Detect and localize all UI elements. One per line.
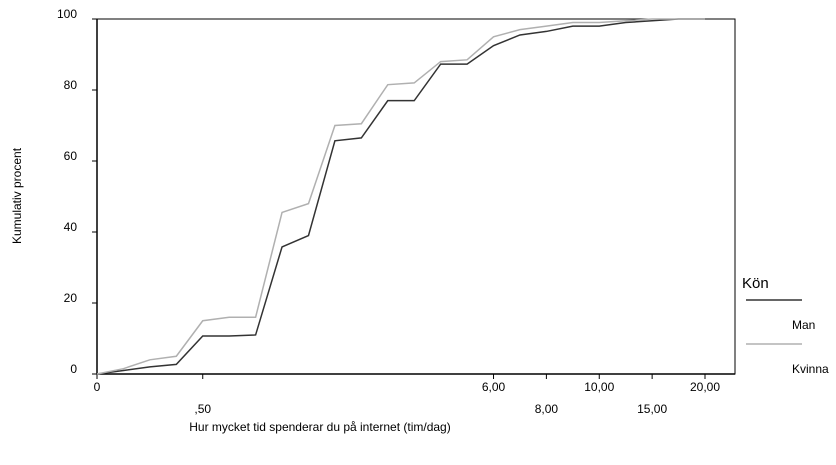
x-tick-label: 20,00 bbox=[690, 380, 720, 394]
y-tick-label: 60 bbox=[64, 149, 78, 163]
legend-title: Kön bbox=[742, 275, 769, 292]
y-tick-label: 40 bbox=[64, 220, 78, 234]
x-tick-label: 0 bbox=[94, 380, 101, 394]
x-tick-label: ,50 bbox=[194, 402, 211, 416]
series-line bbox=[96, 18, 705, 375]
x-axis-label: Hur mycket tid spenderar du på internet … bbox=[189, 420, 450, 434]
legend-label: Kvinna bbox=[792, 362, 829, 376]
x-tick-label: 6,00 bbox=[482, 380, 506, 394]
y-tick-label: 0 bbox=[70, 362, 77, 376]
x-tick-label: 15,00 bbox=[637, 402, 667, 416]
y-tick-label: 100 bbox=[57, 7, 77, 21]
y-tick-label: 20 bbox=[64, 291, 78, 305]
y-axis-label: Kumulativ procent bbox=[10, 147, 24, 244]
legend-label: Man bbox=[792, 318, 815, 332]
x-tick-label: 10,00 bbox=[584, 380, 614, 394]
series-line bbox=[96, 18, 705, 375]
plot-frame bbox=[96, 18, 736, 375]
x-tick-label: 8,00 bbox=[535, 402, 559, 416]
y-tick-label: 80 bbox=[64, 78, 78, 92]
